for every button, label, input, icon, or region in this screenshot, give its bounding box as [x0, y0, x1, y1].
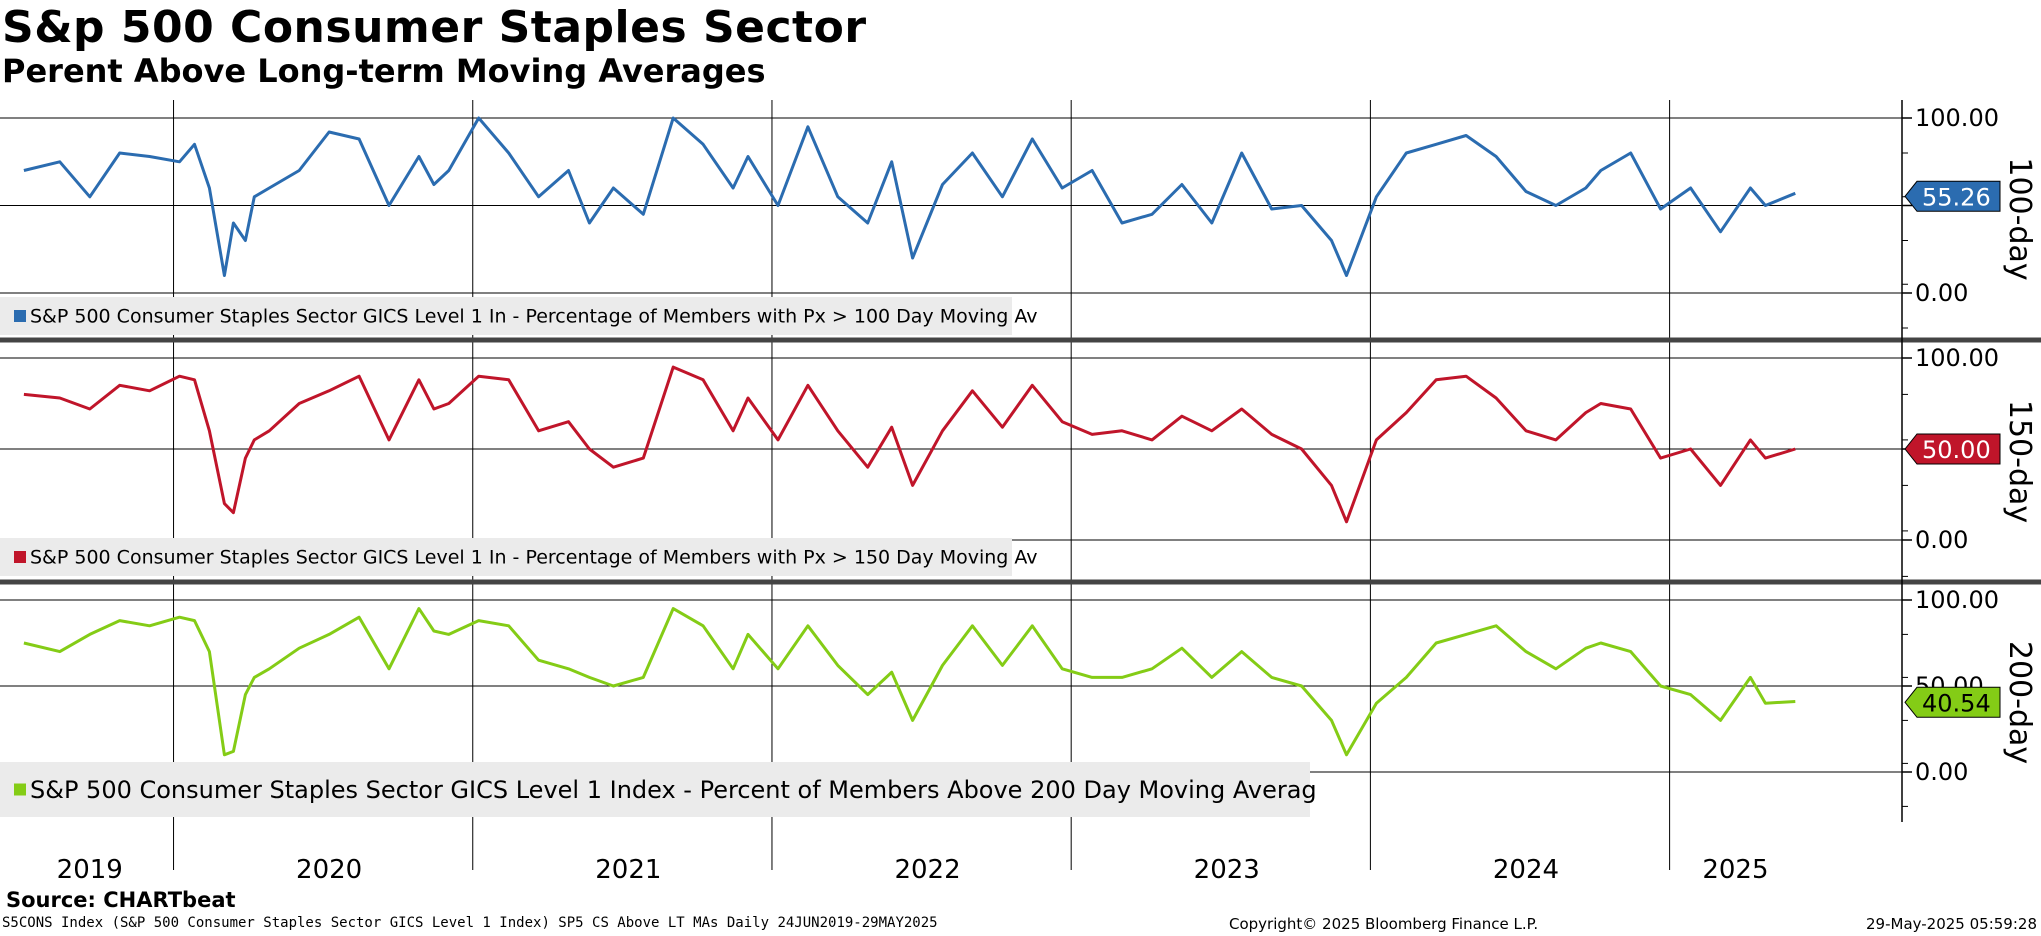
- x-tick-label: 2021: [595, 855, 661, 885]
- last-value-tag: [1904, 433, 2001, 465]
- panel-label: 150-day: [2002, 400, 2037, 523]
- legend-box: [0, 297, 1012, 335]
- panel-label: 200-day: [2002, 641, 2037, 764]
- y-tick-label: 0.00: [1915, 279, 1968, 307]
- panel-label: 100-day: [2002, 157, 2037, 280]
- last-value-label: 40.54: [1922, 689, 1991, 717]
- chart-subtitle: Perent Above Long-term Moving Averages: [2, 52, 766, 90]
- footer-ticker: S5CONS Index (S&P 500 Consumer Staples S…: [2, 915, 938, 931]
- x-tick-label: 2019: [57, 855, 123, 885]
- legend-box: [0, 538, 1012, 576]
- legend-label: S&P 500 Consumer Staples Sector GICS Lev…: [30, 776, 1317, 804]
- x-tick-label: 2023: [1194, 855, 1260, 885]
- x-tick-label: 2020: [296, 855, 362, 885]
- legend-box: [0, 762, 1310, 817]
- x-tick-label: 2022: [894, 855, 960, 885]
- last-value-tag: [1904, 686, 2001, 718]
- legend-swatch: [14, 783, 26, 796]
- legend-label: S&P 500 Consumer Staples Sector GICS Lev…: [30, 547, 1038, 569]
- x-tick-label: 2025: [1702, 855, 1768, 885]
- source-note: Source: CHARTbeat: [6, 888, 236, 912]
- y-tick-label: 100.00: [1915, 344, 1999, 372]
- legend-swatch: [14, 310, 26, 322]
- series-line: [23, 116, 1796, 277]
- series-line: [23, 365, 1796, 524]
- y-tick-label: 0.00: [1915, 758, 1968, 786]
- series-line: [23, 607, 1796, 757]
- y-tick-label: 0.00: [1915, 526, 1968, 554]
- footer-timestamp: 29-May-2025 05:59:28: [1866, 915, 2037, 933]
- last-value-label: 55.26: [1922, 183, 1991, 211]
- chart-title: S&p 500 Consumer Staples Sector: [2, 2, 867, 53]
- y-tick-label: 100.00: [1915, 586, 1999, 614]
- footer-copyright: Copyright© 2025 Bloomberg Finance L.P.: [1229, 915, 1539, 933]
- last-value-tag: [1904, 180, 2001, 212]
- last-value-label: 50.00: [1922, 436, 1991, 464]
- y-tick-label: 100.00: [1915, 104, 1999, 132]
- legend-label: S&P 500 Consumer Staples Sector GICS Lev…: [30, 306, 1038, 328]
- legend-swatch: [14, 551, 26, 563]
- x-tick-label: 2024: [1493, 855, 1559, 885]
